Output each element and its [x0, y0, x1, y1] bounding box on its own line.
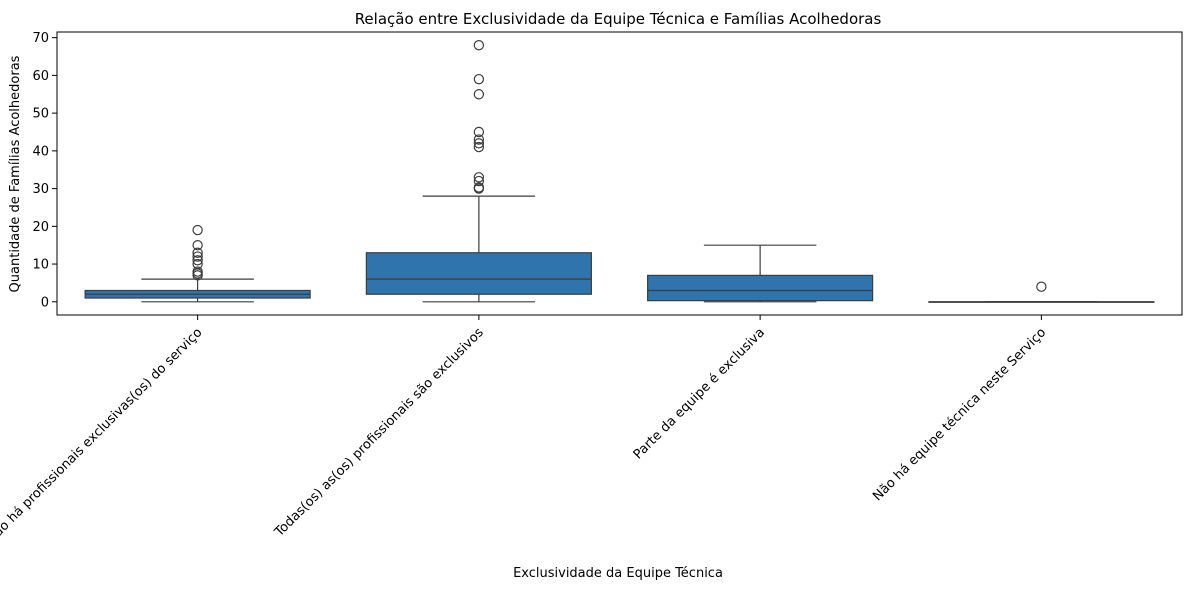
- outlier-point: [473, 138, 485, 149]
- x-axis-title: Exclusividade da Equipe Técnica: [513, 566, 723, 581]
- y-tick-label: 0: [41, 295, 49, 310]
- outlier-point: [192, 239, 203, 251]
- plot-frame: [56, 31, 1183, 316]
- outlier-point: [473, 40, 485, 51]
- box-iqr: [647, 274, 874, 302]
- y-axis: 0 10 20 30 40 50 60 70: [32, 31, 57, 310]
- boxes-layer: [84, 40, 1155, 303]
- x-tick-label: Todas(os) as(os) profissionais são exclu…: [271, 325, 487, 541]
- outlier-point: [473, 175, 485, 187]
- outlier-point: [473, 126, 485, 138]
- x-tick-label: Não há equipe técnica neste Serviço: [870, 325, 1049, 504]
- y-tick-label: 40: [32, 144, 49, 159]
- outlier-point: [473, 182, 485, 193]
- chart-title: Relação entre Exclusividade da Equipe Té…: [355, 10, 882, 28]
- y-tick-label: 10: [32, 258, 49, 273]
- y-tick-label: 60: [32, 69, 49, 84]
- outlier-point: [192, 258, 203, 270]
- y-tick-label: 70: [32, 31, 49, 46]
- outlier-point: [192, 247, 203, 258]
- box-iqr: [365, 252, 592, 295]
- x-tick-label: Parte da equipe é exclusiva: [631, 325, 768, 462]
- y-tick-label: 50: [32, 107, 49, 122]
- outlier-point: [473, 141, 485, 153]
- outlier-point: [192, 224, 203, 236]
- y-tick-label: 30: [32, 182, 49, 197]
- outlier-point: [192, 251, 203, 262]
- outlier-point: [473, 172, 485, 183]
- outlier-point: [473, 134, 485, 145]
- outlier-point: [473, 89, 485, 100]
- y-axis-title: Quantidade de Famílias Acolhedoras: [8, 55, 23, 292]
- outlier-point: [473, 73, 485, 85]
- x-axis: Não há profissionais exclusivas(os) do s…: [0, 315, 1049, 547]
- outlier-point: [192, 255, 203, 266]
- box-group: [928, 281, 1155, 303]
- box-group: [647, 244, 874, 303]
- outlier-point: [1036, 281, 1047, 292]
- x-tick-label: Não há profissionais exclusivas(os) do s…: [0, 325, 205, 547]
- box-group: [365, 40, 592, 303]
- y-tick-label: 20: [32, 220, 49, 235]
- outlier-point: [192, 266, 203, 277]
- box-group: [84, 224, 311, 303]
